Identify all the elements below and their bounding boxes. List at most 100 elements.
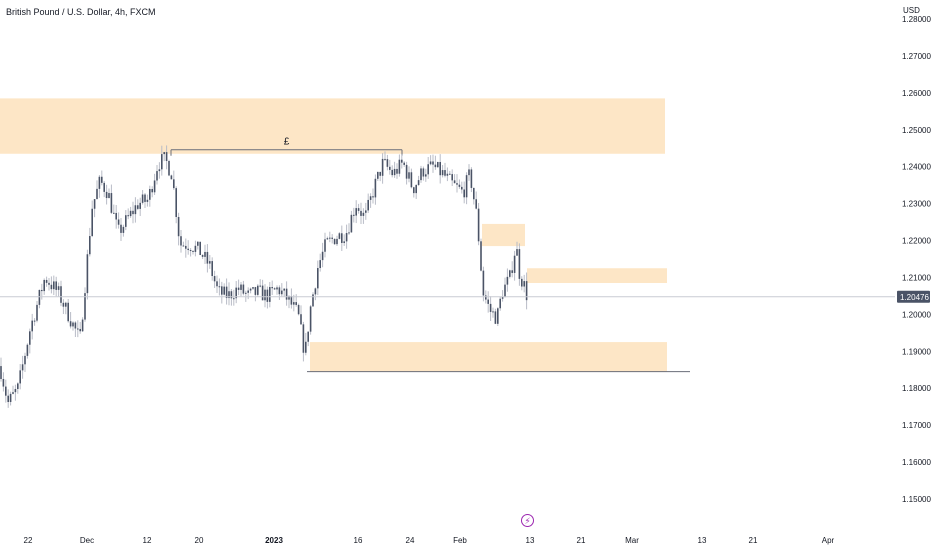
candle-body <box>14 389 17 393</box>
price-tick-label: 1.18000 <box>902 384 931 393</box>
candle-body <box>235 287 237 299</box>
price-tick-label: 1.21000 <box>902 273 931 282</box>
candle-body <box>437 162 439 168</box>
candle-body <box>43 279 45 292</box>
candle-body <box>473 187 475 200</box>
candle-body <box>33 320 36 322</box>
candle-body <box>108 193 110 199</box>
candle-body <box>249 288 252 291</box>
candle-body <box>516 249 518 256</box>
candle-body <box>281 290 283 295</box>
candle-body <box>367 199 369 211</box>
candle-body <box>372 196 374 198</box>
candle-body <box>494 311 497 324</box>
candle-body <box>177 216 180 237</box>
candle-body <box>283 288 285 291</box>
candle-body <box>45 279 48 283</box>
currency-label: USD <box>903 6 920 15</box>
candle-body <box>86 254 89 294</box>
candle-body <box>513 255 516 273</box>
candle-body <box>2 378 5 387</box>
last-price-value: 1.20476 <box>900 293 929 302</box>
candle-body <box>7 395 9 402</box>
candle-body <box>429 161 432 165</box>
candle-body <box>60 286 62 303</box>
candle-body <box>259 285 261 287</box>
candle-body <box>501 297 504 299</box>
candle-body <box>511 270 513 273</box>
candle-body <box>329 237 331 239</box>
candle-body <box>72 322 74 327</box>
symbol-title[interactable]: British Pound / U.S. Dollar, 4h, FXCM <box>6 7 156 17</box>
candle-body <box>338 233 341 239</box>
candle-body <box>525 281 528 301</box>
candle-body <box>403 162 405 165</box>
candle-body <box>209 261 211 264</box>
candle-body <box>353 214 355 216</box>
candle-body <box>17 383 19 390</box>
candle-body <box>117 219 120 225</box>
candle-body <box>57 286 60 290</box>
candle-body <box>379 171 381 176</box>
candle-body <box>127 215 129 217</box>
candle-body <box>29 331 31 345</box>
time-tick-label: 22 <box>24 536 33 545</box>
supply-demand-zones <box>0 98 667 372</box>
candle-body <box>218 286 221 288</box>
candle-body <box>228 291 230 299</box>
candle-body <box>408 172 410 179</box>
candle-body <box>410 172 413 188</box>
candle-body <box>55 281 57 290</box>
candle-body <box>425 174 427 177</box>
candle-body <box>211 261 213 277</box>
candle-body <box>405 164 408 179</box>
candle-body <box>266 289 269 302</box>
price-tick-label: 1.27000 <box>902 52 931 61</box>
candle-body <box>432 161 434 165</box>
candle-body <box>192 250 194 252</box>
candle-body <box>247 290 249 293</box>
candle-body <box>297 304 300 315</box>
candle-body <box>19 370 21 384</box>
candle-body <box>96 188 98 200</box>
candle-body <box>326 238 329 240</box>
candle-body <box>365 210 367 213</box>
candle-body <box>21 364 24 371</box>
candle-body <box>110 193 113 213</box>
candle-body <box>105 191 108 199</box>
candle-body <box>173 179 175 189</box>
candle-body <box>98 176 101 189</box>
candle-body <box>79 328 81 332</box>
candle-body <box>523 281 525 287</box>
candle-body <box>470 169 473 188</box>
candle-body <box>146 199 149 202</box>
lightning-bolt-icon[interactable]: ⚡ <box>521 514 534 527</box>
candle-body <box>276 287 278 290</box>
zone-3 <box>310 342 667 372</box>
candle-body <box>475 199 477 209</box>
candle-body <box>321 251 324 261</box>
candle-body <box>345 233 348 242</box>
candle-body <box>317 268 319 289</box>
zone-1 <box>482 223 525 247</box>
candle-body <box>312 294 314 307</box>
candle-body <box>389 166 391 170</box>
candle-body <box>398 159 401 174</box>
candle-body <box>489 303 492 312</box>
candle-body <box>139 202 141 209</box>
candle-body <box>456 183 458 185</box>
time-tick-label: 20 <box>195 536 204 545</box>
candle-body <box>518 249 521 279</box>
candle-body <box>254 287 257 295</box>
candle-body <box>305 341 307 353</box>
candle-body <box>223 286 225 295</box>
candle-body <box>509 270 511 277</box>
candle-body <box>302 324 305 353</box>
time-tick-label: 24 <box>406 536 415 545</box>
candle-body <box>206 251 209 264</box>
candle-body <box>149 189 151 200</box>
candle-body <box>497 308 499 324</box>
candle-body <box>307 331 309 342</box>
candle-body <box>62 302 65 307</box>
